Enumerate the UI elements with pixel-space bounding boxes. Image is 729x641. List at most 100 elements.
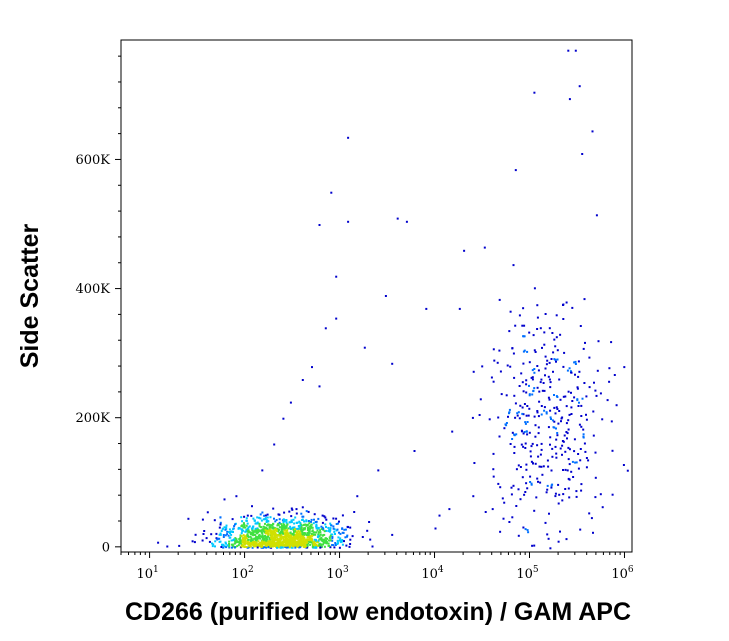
data-point: [560, 420, 562, 423]
data-point: [521, 412, 524, 415]
data-point: [266, 516, 269, 519]
data-point: [262, 525, 265, 528]
data-point: [292, 536, 295, 539]
data-point: [301, 534, 303, 537]
data-point: [268, 540, 271, 543]
data-point: [290, 527, 293, 530]
data-point: [301, 506, 304, 509]
data-point: [303, 540, 305, 543]
data-point: [413, 450, 416, 452]
data-point: [328, 530, 331, 533]
data-point: [526, 405, 529, 407]
data-point: [272, 507, 275, 510]
data-point: [273, 539, 276, 542]
data-point: [286, 529, 289, 531]
data-point: [259, 535, 262, 538]
data-point: [224, 534, 227, 537]
data-point: [575, 461, 578, 464]
data-point: [531, 393, 534, 396]
data-point: [294, 540, 297, 543]
data-point: [425, 307, 428, 310]
data-point: [528, 331, 531, 334]
data-point: [311, 366, 313, 369]
data-point: [316, 536, 319, 538]
data-point: [568, 98, 571, 101]
data-point: [575, 490, 578, 493]
y-axis: 0 200K 400K 600K: [75, 55, 121, 555]
data-point: [306, 529, 309, 531]
data-point: [277, 529, 280, 531]
data-point: [294, 534, 297, 536]
data-point: [302, 524, 305, 527]
data-point: [222, 546, 225, 549]
data-point: [271, 524, 274, 527]
data-point: [230, 533, 233, 536]
data-point: [522, 307, 525, 310]
data-point: [166, 545, 169, 548]
data-point: [218, 533, 221, 536]
data-point: [545, 412, 548, 415]
data-point: [239, 534, 242, 537]
data-point: [505, 394, 508, 397]
data-point: [296, 538, 299, 541]
data-point: [252, 545, 255, 548]
data-point: [320, 536, 323, 539]
data-point: [278, 539, 281, 542]
data-point: [274, 532, 276, 535]
data-point: [526, 350, 529, 353]
data-point: [228, 545, 231, 548]
data-point: [294, 542, 296, 545]
data-point: [473, 462, 476, 464]
data-point: [219, 523, 222, 526]
data-point: [306, 523, 309, 526]
data-point: [280, 541, 283, 544]
data-point: [262, 546, 264, 549]
data-point: [556, 434, 559, 437]
data-point: [242, 534, 245, 537]
data-point: [246, 529, 249, 532]
data-point: [298, 531, 301, 534]
data-point: [585, 466, 588, 469]
data-point: [319, 546, 322, 549]
data-point: [286, 531, 289, 534]
data-point: [349, 543, 352, 545]
data-point: [304, 523, 307, 526]
data-point: [570, 391, 572, 394]
data-point: [298, 543, 301, 546]
data-point: [280, 546, 283, 549]
data-point: [225, 546, 228, 549]
data-point: [556, 408, 559, 410]
data-point: [219, 532, 222, 535]
data-point: [261, 534, 264, 537]
data-point: [286, 546, 289, 549]
data-point: [272, 527, 275, 529]
data-point: [233, 538, 236, 541]
data-point: [232, 539, 235, 542]
data-point: [574, 461, 577, 464]
data-point: [567, 419, 570, 422]
data-point: [218, 537, 221, 540]
data-point: [255, 529, 258, 532]
data-point: [554, 445, 557, 448]
data-point: [300, 512, 303, 515]
data-point: [561, 453, 563, 456]
data-point: [266, 527, 269, 530]
data-point: [544, 367, 547, 370]
data-point: [267, 546, 270, 548]
data-point: [305, 519, 308, 522]
data-point: [321, 538, 324, 541]
data-point: [577, 360, 580, 363]
data-point: [299, 522, 302, 524]
data-point: [303, 534, 306, 536]
data-point: [511, 438, 514, 440]
data-point: [579, 325, 582, 327]
data-point: [623, 366, 626, 369]
data-point: [347, 526, 349, 529]
data-point: [541, 346, 543, 349]
data-point: [285, 540, 288, 542]
data-point: [451, 430, 454, 433]
data-point: [271, 544, 274, 547]
data-point: [512, 484, 515, 487]
data-point: [540, 442, 543, 445]
data-point: [295, 512, 298, 515]
